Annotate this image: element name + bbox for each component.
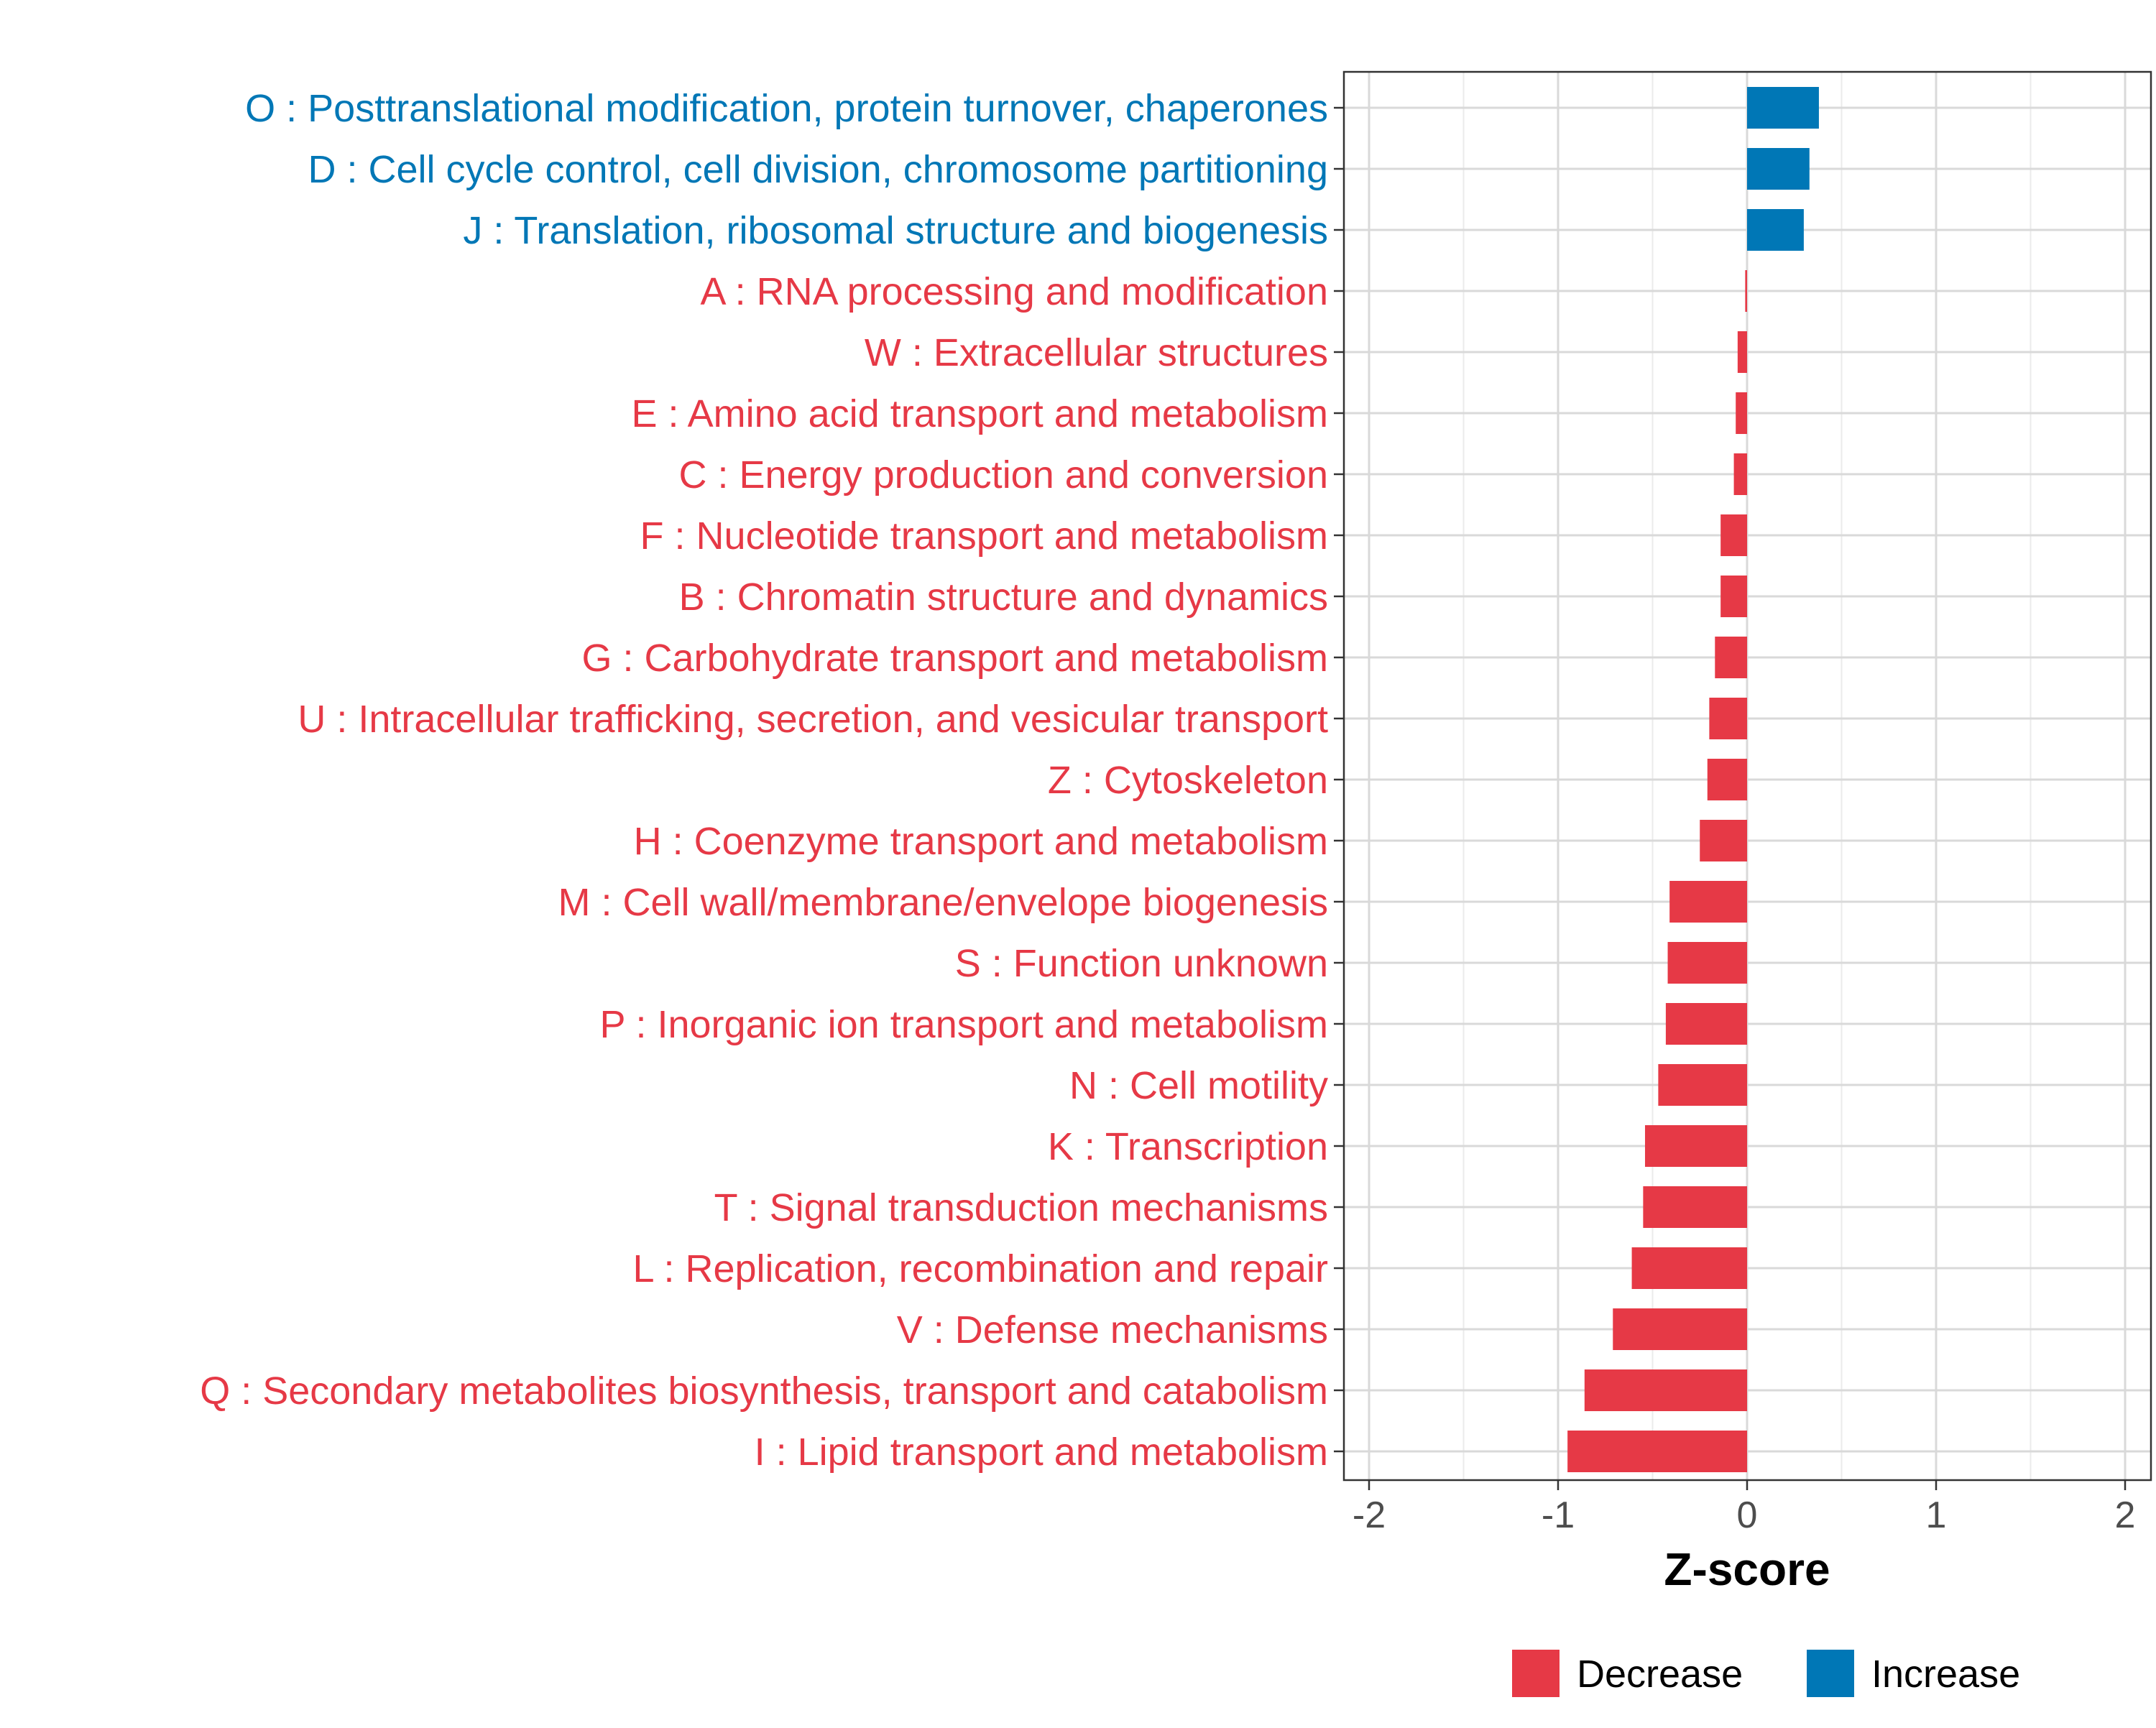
x-tick-label: -1 [1542, 1494, 1575, 1536]
legend-key-increase [1807, 1650, 1854, 1697]
y-tick-label: M : Cell wall/membrane/envelope biogenes… [558, 881, 1328, 924]
bar [1715, 637, 1747, 678]
bar [1745, 270, 1747, 312]
bar [1720, 576, 1747, 617]
y-tick-label: U : Intracellular trafficking, secretion… [298, 698, 1328, 741]
grid-layer [1344, 72, 2151, 1480]
legend-key-decrease [1512, 1650, 1560, 1697]
bar [1737, 331, 1747, 373]
bar [1720, 514, 1747, 556]
y-tick-label: W : Extracellular structures [865, 331, 1328, 374]
y-tick-label: N : Cell motility [1069, 1064, 1328, 1107]
bar [1709, 698, 1747, 739]
y-tick-label: E : Amino acid transport and metabolism [632, 392, 1328, 435]
y-tick-label: D : Cell cycle control, cell division, c… [308, 148, 1328, 191]
y-tick-label: O : Posttranslational modification, prot… [245, 87, 1328, 130]
y-tick-label: V : Defense mechanisms [897, 1308, 1328, 1352]
x-tick-label: -2 [1353, 1494, 1386, 1536]
bar [1665, 1003, 1747, 1045]
x-tick-label: 0 [1737, 1494, 1758, 1536]
y-tick-marks [1334, 106, 1344, 1453]
y-tick-label: K : Transcription [1048, 1125, 1328, 1168]
y-tick-label: L : Replication, recombination and repai… [632, 1247, 1328, 1290]
y-tick-label: B : Chromatin structure and dynamics [679, 576, 1328, 619]
x-axis-ticks: -2 -1 0 1 2 [1353, 1480, 2136, 1536]
bar [1747, 87, 1819, 129]
bar [1644, 1125, 1747, 1167]
y-tick-label: A : RNA processing and modification [701, 270, 1328, 313]
bar [1643, 1186, 1747, 1228]
x-tick-label: 1 [1926, 1494, 1947, 1536]
bar [1584, 1369, 1747, 1411]
bar [1700, 820, 1747, 861]
y-tick-label: P : Inorganic ion transport and metaboli… [599, 1003, 1328, 1046]
x-axis-title: Z-score [1664, 1543, 1830, 1595]
y-tick-label: G : Carbohydrate transport and metabolis… [582, 637, 1329, 680]
bar [1631, 1247, 1747, 1289]
y-tick-label: S : Function unknown [955, 942, 1328, 985]
x-tick-label: 2 [2115, 1494, 2136, 1536]
bar [1747, 148, 1810, 190]
y-tick-label: Z : Cytoskeleton [1048, 759, 1328, 802]
bar [1658, 1064, 1747, 1106]
y-tick-label: J : Translation, ribosomal structure and… [463, 209, 1328, 252]
legend-label-decrease: Decrease [1577, 1653, 1743, 1696]
y-tick-label: H : Coenzyme transport and metabolism [634, 820, 1328, 863]
legend: Decrease Increase [1512, 1650, 2020, 1697]
bar [1613, 1308, 1747, 1350]
bar [1747, 209, 1804, 251]
bar [1733, 453, 1747, 495]
y-axis-labels: O : Posttranslational modification, prot… [200, 87, 1328, 1474]
bar [1707, 759, 1747, 800]
y-tick-label: Q : Secondary metabolites biosynthesis, … [200, 1369, 1328, 1413]
bar [1667, 942, 1747, 984]
bar [1736, 392, 1747, 434]
y-tick-label: I : Lipid transport and metabolism [755, 1431, 1328, 1474]
bar [1669, 881, 1747, 923]
bar-layer [1567, 87, 1819, 1472]
y-tick-label: F : Nucleotide transport and metabolism [640, 514, 1328, 558]
legend-label-increase: Increase [1871, 1653, 2020, 1696]
y-tick-label: T : Signal transduction mechanisms [714, 1186, 1328, 1229]
bar [1567, 1431, 1747, 1472]
y-tick-label: C : Energy production and conversion [678, 453, 1328, 496]
